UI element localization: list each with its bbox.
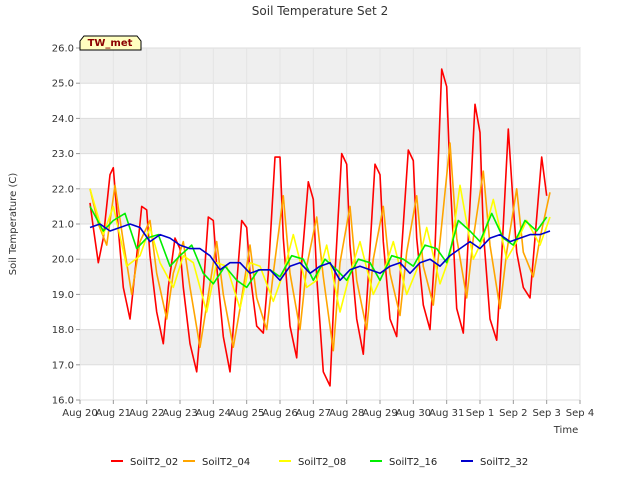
- legend-label: SoilT2_02: [130, 457, 178, 468]
- legend-label: SoilT2_32: [480, 457, 528, 468]
- legend-item-soilt2-02: SoilT2_02: [111, 457, 178, 468]
- series-line-soilt2-02: [89, 68, 548, 387]
- legend-item-soilt2-04: SoilT2_04: [183, 457, 250, 468]
- legend-label: SoilT2_04: [202, 457, 250, 468]
- y-tick-label: 19.0: [52, 290, 74, 301]
- x-tick-label: Aug 26: [262, 408, 297, 419]
- x-tick-label: Aug 24: [196, 408, 231, 419]
- y-tick-label: 21.0: [52, 220, 74, 231]
- badge-box: [79, 35, 142, 51]
- legend-label: SoilT2_08: [298, 457, 346, 468]
- y-tick-label: 26.0: [52, 44, 74, 55]
- x-tick-label: Aug 20: [62, 408, 97, 419]
- x-tick-label: Aug 31: [429, 408, 464, 419]
- x-tick-label: Aug 27: [296, 408, 331, 419]
- legend: SoilT2_02 SoilT2_04 SoilT2_08 SoilT2_16 Soil…: [111, 457, 528, 468]
- series-line-soilt2-16: [89, 206, 548, 289]
- legend-item-soilt2-16: SoilT2_16: [370, 457, 437, 468]
- x-tick-label: Aug 23: [162, 408, 197, 419]
- y-tick-label: 18.0: [52, 325, 74, 336]
- y-tick-label: 20.0: [52, 255, 74, 266]
- x-tick-label: Aug 21: [96, 408, 131, 419]
- series-lines: [89, 68, 551, 387]
- x-tick-label: Aug 29: [362, 408, 397, 419]
- x-tick-label: Sep 1: [466, 408, 494, 419]
- y-tick-label: 22.0: [52, 184, 74, 195]
- y-tick-label: 17.0: [52, 360, 74, 371]
- legend-label: SoilT2_16: [389, 457, 437, 468]
- x-tick-label: Aug 28: [329, 408, 364, 419]
- series-line-soilt2-04: [89, 142, 551, 352]
- series-line-soilt2-32: [89, 223, 551, 282]
- y-tick-label: 24.0: [52, 114, 74, 125]
- grid-band: [80, 329, 580, 365]
- y-tick-label: 16.0: [52, 396, 74, 407]
- chart-title: Soil Temperature Set 2: [252, 4, 388, 18]
- grid-band: [80, 118, 580, 154]
- grid-band: [80, 188, 580, 224]
- y-axis-title: Soil Temperature (C): [8, 173, 19, 276]
- x-tick-label: Aug 22: [129, 408, 164, 419]
- x-tick-label: Sep 2: [499, 408, 527, 419]
- x-tick-label: Sep 4: [566, 408, 594, 419]
- y-tick-label: 23.0: [52, 149, 74, 160]
- x-tick-label: Sep 3: [532, 408, 560, 419]
- legend-item-soilt2-32: SoilT2_32: [461, 457, 528, 468]
- x-axis-title: Time: [553, 425, 578, 436]
- grid-band: [80, 48, 580, 84]
- series-line-soilt2-08: [89, 184, 551, 313]
- y-tick-label: 25.0: [52, 79, 74, 90]
- badge-label: TW_met: [88, 38, 133, 49]
- legend-item-soilt2-08: SoilT2_08: [279, 457, 346, 468]
- x-tick-label: Aug 30: [396, 408, 431, 419]
- tw-met-badge: TW_met: [79, 35, 142, 51]
- x-tick-label: Aug 25: [229, 408, 264, 419]
- y-axis-ticks: 16.0 17.0 18.0 19.0 20.0 21.0 22.0 23.0 24.0 25.0…: [52, 44, 80, 407]
